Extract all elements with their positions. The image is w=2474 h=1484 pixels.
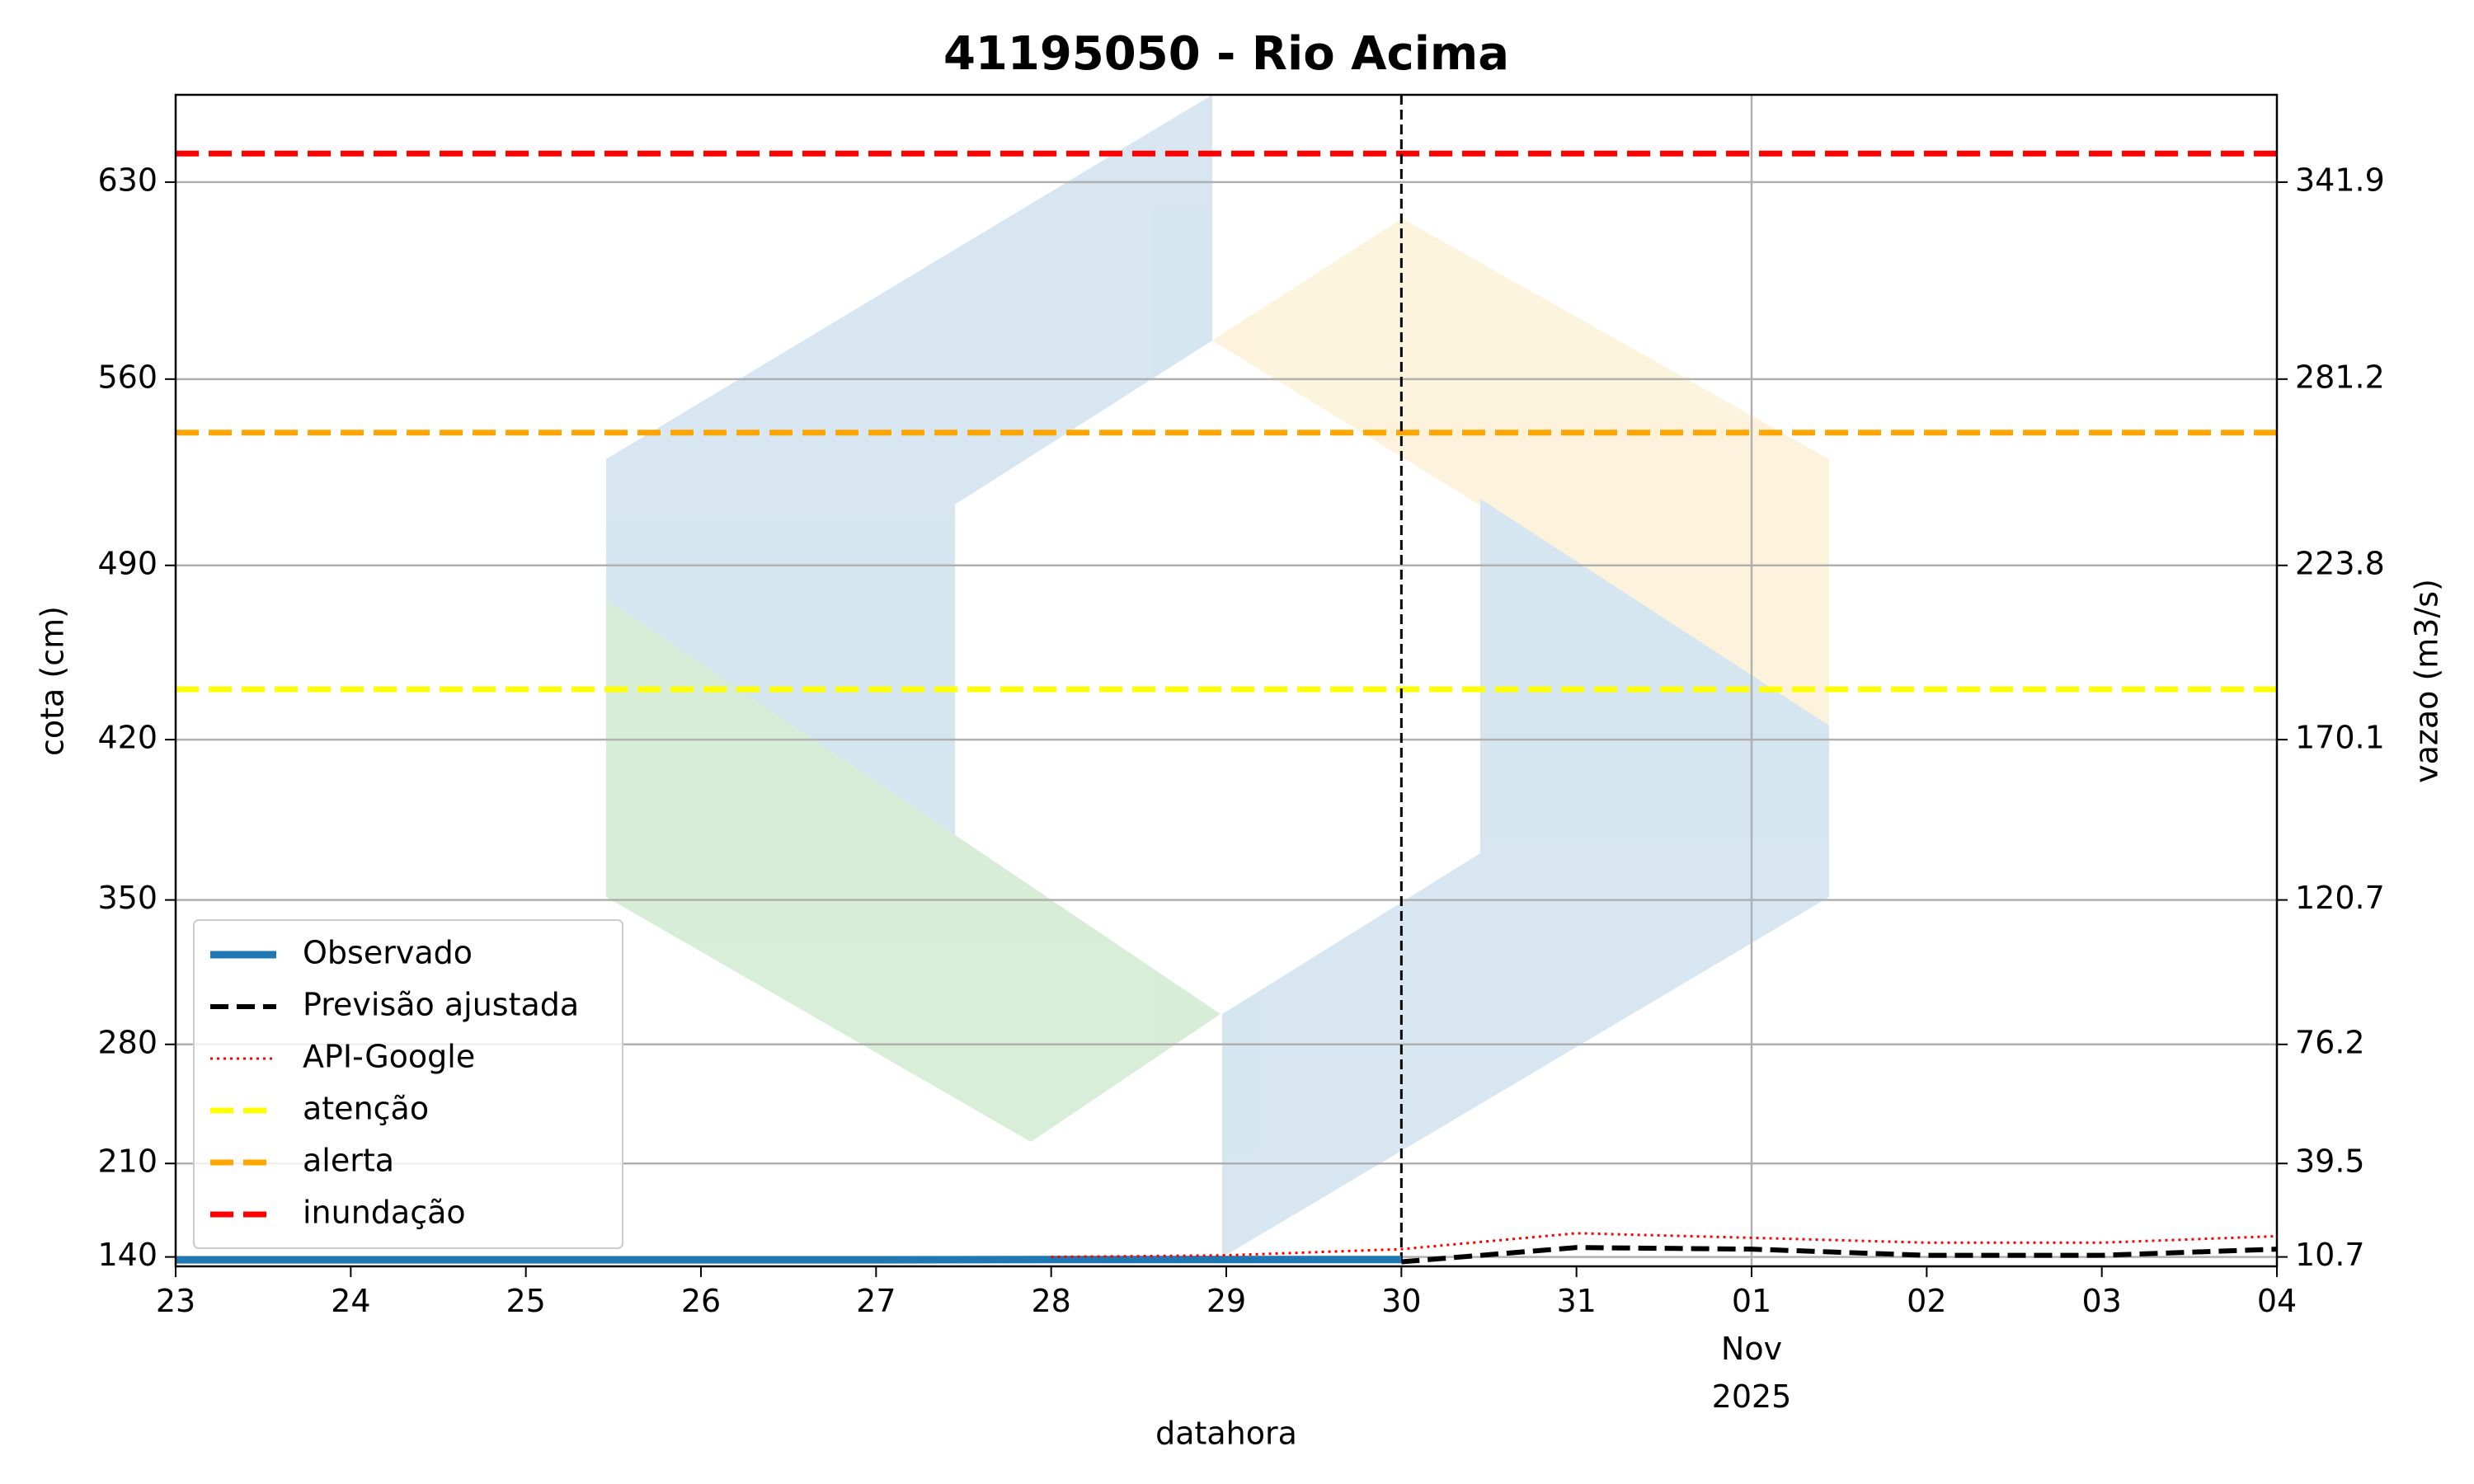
legend-label: alerta [303, 1143, 394, 1179]
legend-box [193, 919, 623, 1249]
x-tick-label: 30 [1381, 1283, 1421, 1319]
y-tick-label: 210 [97, 1144, 158, 1180]
x-tick-label: 24 [331, 1283, 370, 1319]
y2-tick-label: 223.8 [2295, 545, 2385, 581]
y2-tick-label: 10.7 [2295, 1237, 2365, 1273]
y2-tick-label: 39.5 [2295, 1144, 2365, 1180]
y-tick-label: 280 [97, 1024, 158, 1060]
legend-label: Observado [303, 935, 473, 971]
y2-tick-label: 170.1 [2295, 720, 2385, 756]
legend-label: Previsão ajustada [303, 987, 579, 1023]
legend-label: inundação [303, 1195, 466, 1231]
y-tick-label: 140 [97, 1237, 158, 1273]
y2-tick-label: 341.9 [2295, 162, 2385, 198]
x-tick-label: 03 [2081, 1283, 2121, 1319]
y-tick-label: 350 [97, 880, 158, 916]
x-tick-label: 25 [506, 1283, 545, 1319]
legend-label: API-Google [303, 1039, 475, 1075]
series-line [1401, 1245, 2278, 1265]
y2-tick-label: 76.2 [2295, 1024, 2365, 1060]
x-tick-label: 04 [2257, 1283, 2297, 1319]
x-tick-label: 27 [856, 1283, 896, 1319]
x-axis-label: datahora [1155, 1416, 1297, 1452]
chart-title: 41195050 - Rio Acima [943, 27, 1509, 81]
x-tick-label: 28 [1031, 1283, 1070, 1319]
x-tick-label: 31 [1556, 1283, 1596, 1319]
x-tick-label: 29 [1206, 1283, 1246, 1319]
y-tick-label: 420 [97, 720, 158, 756]
series-line [1051, 1232, 2278, 1259]
y-tick-label: 630 [97, 162, 158, 198]
y2-tick-label: 281.2 [2295, 359, 2385, 395]
x-tick-label: 02 [1907, 1283, 1946, 1319]
y-tick-label: 490 [97, 545, 158, 581]
y-axis-label: cota (cm) [35, 606, 71, 756]
plot-frame [174, 93, 2279, 1268]
y2-tick-label: 120.7 [2295, 880, 2385, 916]
y2-axis-label: vazao (m3/s) [2409, 579, 2445, 783]
x-tick-label: 23 [156, 1283, 195, 1319]
x-tick-label: 01 Nov 2025 [1712, 1283, 1792, 1415]
legend-label: atenção [303, 1091, 429, 1127]
x-tick-label: 26 [681, 1283, 721, 1319]
y-tick-label: 560 [97, 359, 158, 395]
